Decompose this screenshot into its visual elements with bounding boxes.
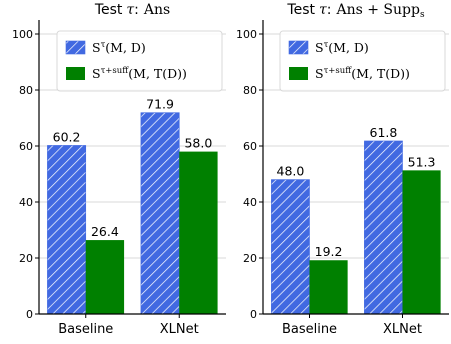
title-variable: τ (126, 2, 134, 18)
legend (56, 30, 223, 92)
legend (279, 30, 446, 92)
bar (402, 170, 441, 314)
y-tick-label: 20 (19, 252, 33, 265)
x-tick-label: Baseline (282, 322, 337, 337)
y-tick-label: 0 (26, 308, 33, 321)
bar-value-label: 19.2 (315, 244, 343, 259)
legend-superscript: τ (101, 40, 106, 50)
y-tick-label: 100 (236, 28, 257, 41)
title-formula: Ans + Supp (335, 2, 420, 18)
x-tick-label: Baseline (58, 322, 113, 337)
y-tick-label: 40 (243, 196, 257, 209)
bar-value-label: 48.0 (277, 164, 305, 179)
legend-base: S (92, 40, 101, 55)
legend-base: S (92, 66, 101, 81)
chart-title: Test τ: Ans (94, 2, 170, 18)
legend-args: (M, T(D)) (128, 66, 187, 81)
y-tick-label: 60 (243, 140, 257, 153)
legend-label: Sτ+suff(M, T(D)) (315, 66, 410, 81)
legend-label: Sτ(M, D) (92, 40, 146, 55)
bar (85, 240, 125, 314)
legend-args: (M, D) (328, 40, 369, 55)
chart-title: Test τ: Ans + Supps (286, 2, 425, 20)
title-colon: : (327, 2, 332, 18)
y-tick-label: 80 (19, 84, 33, 97)
title-formula: Ans (143, 2, 170, 18)
bar-value-label: 61.8 (370, 125, 398, 140)
chart-panel-2: 0 20 40 60 80 100 48.0 19.2 Baseline 61.8 51.3 XLNe… (236, 2, 449, 337)
chart-panel-1: 0 20 40 60 80 100 60.2 26.4 Baseline 71.9 58.0 XLNe… (12, 2, 226, 337)
legend-swatch (65, 40, 86, 55)
bar (364, 140, 403, 315)
bar-value-label: 58.0 (184, 136, 212, 151)
bar-value-label: 26.4 (91, 224, 119, 239)
legend-label: Sτ(M, D) (315, 40, 369, 55)
bar (47, 145, 87, 315)
legend-base: S (315, 66, 324, 81)
y-tick-label: 60 (19, 140, 33, 153)
bar (271, 179, 310, 315)
y-tick-label: 20 (243, 252, 257, 265)
legend-superscript: τ+suff (101, 66, 130, 76)
title-prefix: Test (94, 2, 123, 18)
title-colon: : (134, 2, 139, 18)
y-tick-label: 0 (250, 308, 257, 321)
title-variable: τ (319, 2, 327, 18)
title-subscript: s (420, 10, 425, 20)
bar-value-label: 71.9 (146, 97, 174, 112)
legend-args: (M, D) (105, 40, 146, 55)
legend-superscript: τ+suff (324, 66, 353, 76)
legend-swatch (66, 67, 85, 80)
y-tick-label: 80 (243, 84, 257, 97)
y-tick-label: 40 (19, 196, 33, 209)
title-prefix: Test (286, 2, 315, 18)
bar (179, 151, 218, 314)
legend-label: Sτ+suff(M, T(D)) (92, 66, 187, 81)
legend-superscript: τ (324, 40, 329, 50)
legend-args: (M, T(D)) (351, 66, 410, 81)
y-tick-label: 100 (12, 28, 33, 41)
x-tick-label: XLNet (160, 322, 199, 337)
legend-swatch (288, 40, 309, 55)
bar-value-label: 51.3 (408, 154, 436, 169)
x-tick-label: XLNet (383, 322, 422, 337)
legend-base: S (315, 40, 324, 55)
bar (309, 260, 348, 314)
bar (140, 112, 180, 315)
bar-value-label: 60.2 (53, 129, 81, 144)
legend-swatch (289, 67, 308, 80)
